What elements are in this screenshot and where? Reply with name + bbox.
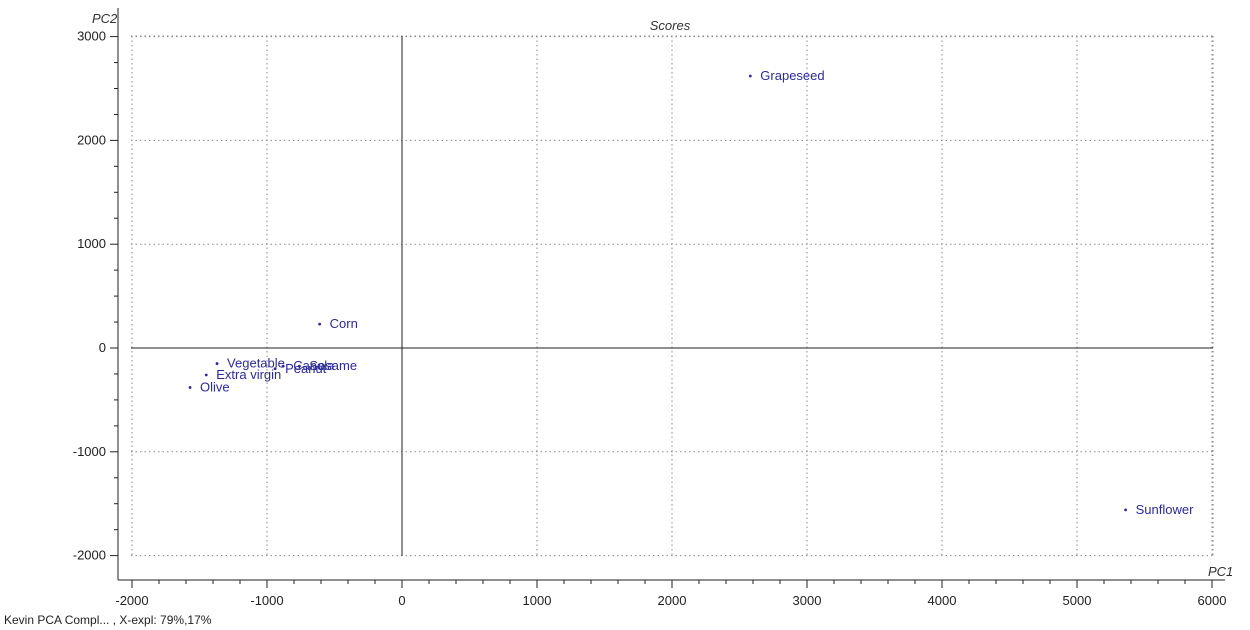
x-tick-label: -2000 (115, 593, 148, 608)
data-label: Vegetable (227, 356, 285, 371)
data-label: Sesame (309, 358, 357, 373)
data-point (1124, 508, 1127, 512)
x-tick-label: 2000 (658, 593, 687, 608)
data-label: Extra virgin (216, 367, 281, 382)
x-tick-label: 6000 (1198, 593, 1227, 608)
data-point (215, 362, 219, 365)
data-label: Canola (293, 358, 335, 373)
data-point (318, 322, 322, 326)
data-label: Peanut (285, 361, 327, 376)
x-tick-label: 4000 (928, 593, 957, 608)
data-label: Olive (200, 379, 230, 394)
data-point (188, 386, 192, 389)
data-label: Sunflower (1136, 502, 1194, 517)
y-tick-label: 1000 (77, 236, 106, 251)
data-label: Grapeseed (760, 68, 824, 83)
axes (110, 8, 1225, 588)
data-point (273, 367, 277, 371)
tick-labels: -2000 -1000 0 1000 2000 3000 -2000 -1000 0 1000 20… (73, 29, 1227, 608)
x-tick-label: 3000 (793, 593, 822, 608)
chart-title: Scores (650, 18, 691, 33)
x-tick-label: 1000 (523, 593, 552, 608)
y-tick-label: -1000 (73, 444, 106, 459)
y-tick-label: 0 (99, 340, 106, 355)
y-tick-label: -2000 (73, 548, 106, 563)
y-axis-label: PC2 (92, 11, 118, 26)
x-tick-label: 5000 (1063, 593, 1092, 608)
y-tick-label: 2000 (77, 132, 106, 147)
data-points: Grapeseed Corn Vegetable CanolaSesamePeanut… (188, 68, 1194, 517)
data-point (748, 74, 752, 78)
y-tick-label: 3000 (77, 29, 106, 44)
data-label: Corn (330, 316, 358, 331)
data-point (281, 364, 285, 368)
footer-info: Kevin PCA Compl... , X-expl: 79%,17% (4, 613, 212, 627)
data-point (298, 364, 301, 368)
data-point (204, 373, 208, 377)
x-tick-label: 0 (398, 593, 405, 608)
x-axis-label: PC1 (1208, 564, 1233, 579)
grid-lines (131, 35, 1214, 557)
x-tick-label: -1000 (250, 593, 283, 608)
